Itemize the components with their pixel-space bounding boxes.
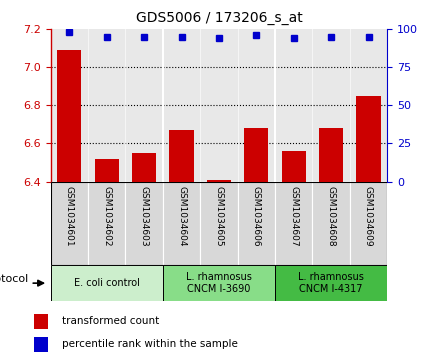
Bar xyxy=(57,50,81,182)
Bar xyxy=(88,182,125,265)
Bar xyxy=(238,182,275,265)
Bar xyxy=(244,128,268,182)
Text: GSM1034609: GSM1034609 xyxy=(364,186,373,246)
Text: GSM1034602: GSM1034602 xyxy=(102,186,111,246)
Text: GSM1034603: GSM1034603 xyxy=(139,186,149,246)
Text: GSM1034606: GSM1034606 xyxy=(252,186,261,246)
Bar xyxy=(51,182,88,265)
Bar xyxy=(312,182,350,265)
Bar xyxy=(275,182,312,265)
Bar xyxy=(34,314,48,329)
Text: GSM1034605: GSM1034605 xyxy=(214,186,224,246)
Title: GDS5006 / 173206_s_at: GDS5006 / 173206_s_at xyxy=(136,11,302,25)
Text: GSM1034608: GSM1034608 xyxy=(326,186,336,246)
Bar xyxy=(319,128,343,182)
Text: transformed count: transformed count xyxy=(62,316,159,326)
Text: protocol: protocol xyxy=(0,274,28,284)
Text: L. rhamnosus
CNCM I-4317: L. rhamnosus CNCM I-4317 xyxy=(298,272,364,294)
Bar xyxy=(282,151,306,182)
Bar xyxy=(275,265,387,301)
Bar xyxy=(125,182,163,265)
Bar xyxy=(163,182,200,265)
Text: L. rhamnosus
CNCM I-3690: L. rhamnosus CNCM I-3690 xyxy=(186,272,252,294)
Bar xyxy=(207,180,231,182)
Bar xyxy=(132,153,156,182)
Bar xyxy=(34,337,48,352)
Bar xyxy=(350,182,387,265)
Bar xyxy=(169,130,194,182)
Bar xyxy=(95,159,119,182)
Bar xyxy=(200,182,238,265)
Bar xyxy=(163,265,275,301)
Text: GSM1034607: GSM1034607 xyxy=(289,186,298,246)
Bar xyxy=(356,96,381,182)
Text: percentile rank within the sample: percentile rank within the sample xyxy=(62,339,238,349)
Text: GSM1034604: GSM1034604 xyxy=(177,186,186,246)
Bar xyxy=(51,265,163,301)
Text: E. coli control: E. coli control xyxy=(74,278,139,288)
Text: GSM1034601: GSM1034601 xyxy=(65,186,74,246)
